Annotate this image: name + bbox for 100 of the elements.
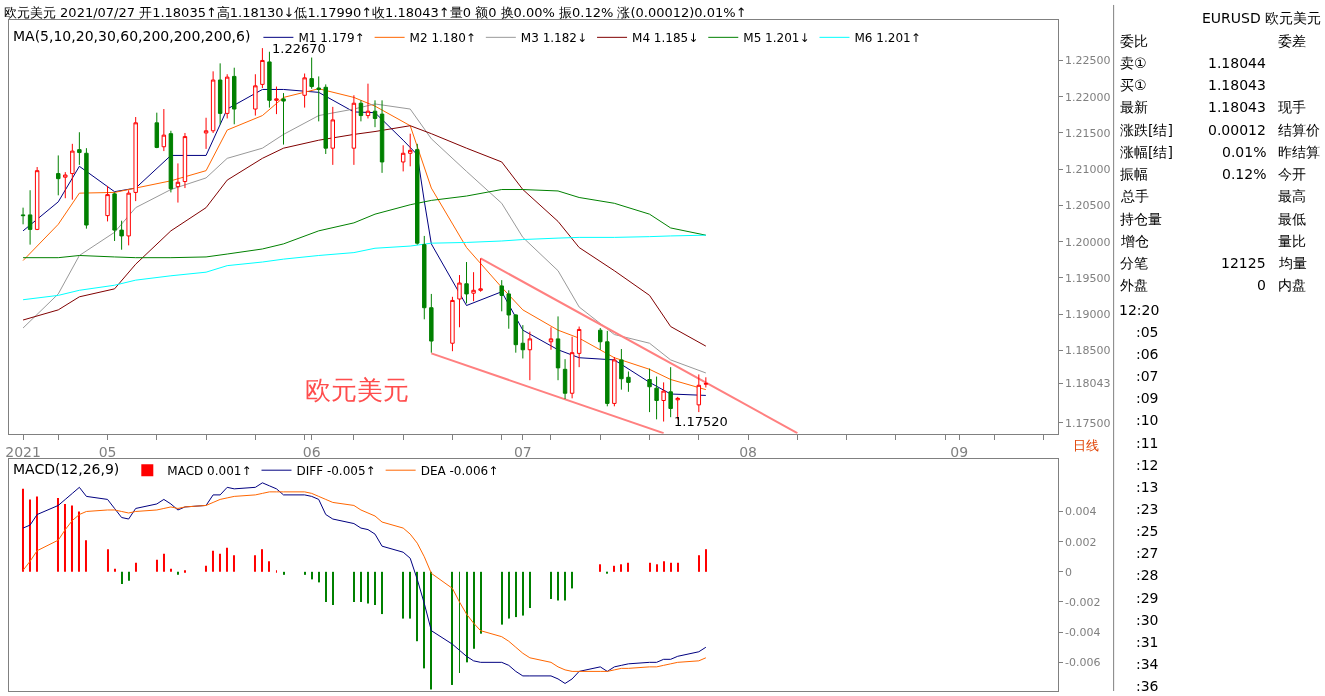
text: :23 [1136,501,1159,517]
legend-label: M2 1.180↑ [409,31,476,46]
bar [260,549,263,572]
text: :27 [1136,545,1159,561]
bar [70,505,73,572]
candlestick [330,106,335,166]
candlestick [323,83,328,155]
candlestick [217,62,223,125]
candlestick [267,51,272,109]
candlestick [429,293,434,354]
legend-label: MACD 0.001↑ [167,463,252,478]
text: 外盘 0 内盘 [1120,277,1306,293]
text: :30 [1136,612,1159,628]
bar [366,571,369,604]
candlestick [27,189,33,246]
x-tick-label: 05 [98,443,117,460]
chart-title: 欧元美元 2021/07/27 开1.18035↑高1.18130↓低1.17990↑收1.18043↑量0 额0 换0.00% 振0.12% 涨(0.00012)0.01%↑ [3,4,747,20]
candlestick [133,116,138,202]
bar [472,571,475,649]
bar [282,571,285,575]
bar [669,562,672,572]
y-tick-label: -0.006 [1065,656,1101,670]
bar [225,547,228,572]
bar [106,549,109,572]
candlestick [379,99,385,174]
bar [113,568,116,572]
bar [380,571,383,615]
candlestick [499,279,504,312]
bar [450,571,453,685]
bar [310,571,313,580]
bar [63,503,66,572]
bar [521,571,524,616]
bar [401,571,404,619]
bar [479,571,482,634]
candlestick [105,185,110,222]
x-tick-label: 07 [513,443,532,460]
bar [514,571,517,618]
x-tick-label: 08 [739,443,757,460]
bar [155,559,158,572]
text: :36 [1136,678,1159,694]
candlestick [661,381,666,423]
bar [408,571,411,619]
bar [619,564,622,572]
bar [134,562,137,572]
text: :28 [1136,567,1159,583]
text: :11 [1136,435,1159,451]
candlestick [260,47,265,89]
bar [465,571,468,663]
y-tick-label: 1.21000 [1065,163,1111,177]
candlestick [548,326,554,351]
candlestick [203,117,209,150]
candlestick [513,313,519,354]
text: :34 [1136,656,1159,672]
text: EURUSD 欧元美元 [1202,10,1322,26]
bar [204,565,207,572]
y-tick-label: 1.22500 [1065,54,1111,68]
candlestick [527,331,533,381]
legend-label: M6 1.201↑ [854,31,921,46]
bar [303,571,306,575]
bar [648,562,651,572]
text: 分笔 12125 均量 [1120,255,1307,271]
candlestick [668,366,673,418]
x-tick-label: 2021 [5,443,41,460]
candlestick [210,70,216,134]
candlestick [232,67,237,125]
candlestick [77,131,82,166]
bar [176,571,179,575]
candlestick [703,376,709,388]
text: :07 [1136,368,1159,384]
y-tick-label: 1.18500 [1065,344,1111,358]
candlestick [506,289,511,330]
y-tick-label: -0.004 [1065,626,1101,640]
candlestick [576,326,582,368]
candlestick [182,132,188,189]
text: :10 [1136,412,1159,428]
candlestick [302,73,307,109]
bar [549,571,552,599]
candlestick [626,371,631,393]
candlestick [281,92,286,146]
candlestick [224,73,230,119]
candlestick [520,324,526,359]
candlestick [464,261,469,304]
candlestick [598,327,603,351]
text: 卖① 1.18044 [1120,55,1266,71]
candlestick [309,57,314,90]
annotation: 1.17520 [674,414,728,429]
y-tick-label: -0.002 [1065,595,1101,609]
x-tick-label: 06 [302,443,321,460]
candlestick [555,315,561,381]
bar [267,561,270,572]
bar [359,571,362,602]
y-tick-label: 1.19000 [1065,308,1111,322]
candlestick [175,162,181,204]
candlestick [372,99,378,128]
candlestick [612,356,617,407]
text: 增仓 量比 [1121,233,1306,249]
candlestick [34,166,40,231]
candlestick [569,336,575,399]
legend-label: DIFF -0.005↑ [296,463,376,478]
bar [35,496,38,572]
